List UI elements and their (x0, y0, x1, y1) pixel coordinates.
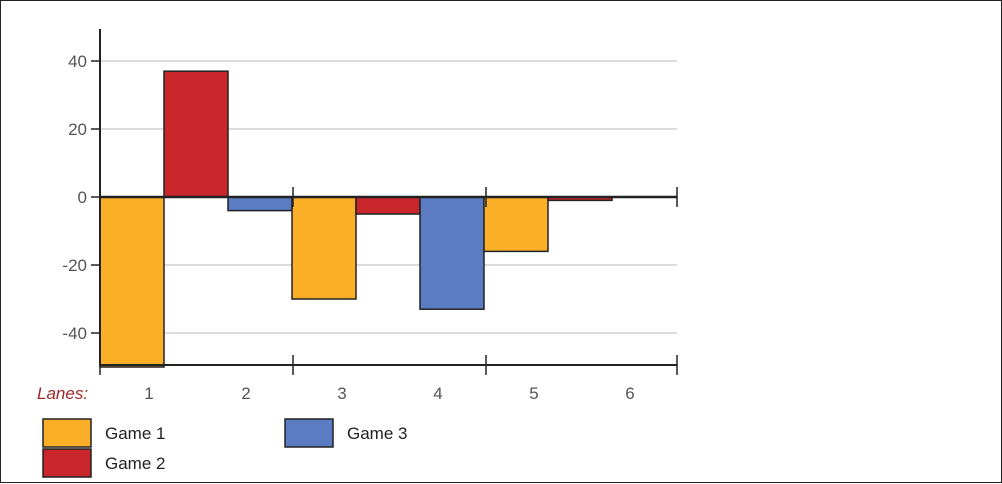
y-tick-label: 40 (68, 52, 87, 71)
bar-lane-5-game-1 (483, 196, 549, 253)
bar-lane-1-game-1 (99, 196, 165, 368)
legend-swatch (42, 418, 92, 448)
x-tick-label: 6 (625, 384, 634, 403)
legend: Game 1 Game 2 Game 3 (42, 418, 407, 478)
y-tick-label: 20 (68, 120, 87, 139)
tick-labels: 40 20 0 -20 -40 1 2 3 4 5 6 Lanes: (37, 52, 635, 403)
bar-lane-3-game-2 (355, 196, 421, 215)
legend-label: Game 2 (105, 454, 165, 473)
bar-lane-1-game-2 (163, 70, 229, 198)
bar-lane-2-game-3 (227, 196, 293, 212)
x-tick-label: 5 (529, 384, 538, 403)
x-tick-label: 2 (241, 384, 250, 403)
x-tick-label: 4 (433, 384, 442, 403)
x-tick-label: 3 (337, 384, 346, 403)
y-tick-label: 0 (78, 188, 87, 207)
x-tick-label: 1 (144, 384, 153, 403)
bar-lane-3-game-1 (291, 196, 357, 300)
legend-label: Game 1 (105, 424, 165, 443)
x-axis-label: Lanes: (37, 384, 88, 403)
bar-lane-4-game-3 (419, 196, 485, 310)
y-tick-label: -20 (62, 256, 87, 275)
axes (91, 29, 678, 375)
legend-label: Game 3 (347, 424, 407, 443)
bars (99, 70, 613, 368)
y-tick-label: -40 (62, 324, 87, 343)
legend-swatch (284, 418, 334, 448)
legend-swatch (42, 448, 92, 478)
